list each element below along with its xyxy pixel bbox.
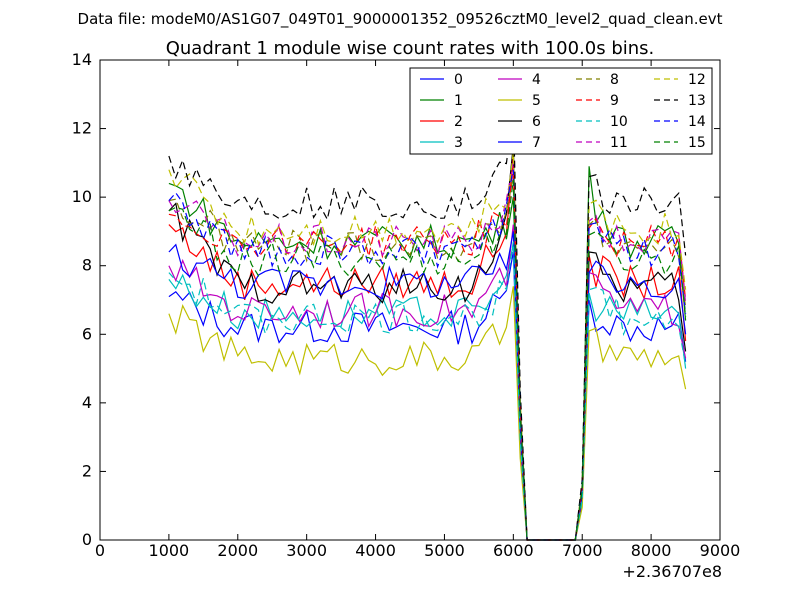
series-line-13 — [168, 107, 687, 541]
series-layer — [168, 107, 687, 541]
legend-label-3: 3 — [454, 135, 463, 151]
legend-label-10: 10 — [610, 114, 628, 130]
series-line-12 — [168, 152, 687, 541]
series-line-5 — [168, 286, 687, 541]
y-tick-label: 10 — [72, 187, 92, 206]
series-line-0 — [168, 251, 687, 541]
x-tick-label: 9000 — [700, 541, 741, 560]
x-tick-label: 0 — [95, 541, 105, 560]
series-line-15 — [168, 179, 687, 541]
data-file-label: Data file: modeM0/AS1G07_049T01_90000013… — [78, 10, 723, 29]
series-line-1 — [168, 166, 687, 541]
x-tick-label: 6000 — [493, 541, 534, 560]
series-line-14 — [168, 169, 687, 541]
legend-label-11: 11 — [610, 135, 628, 151]
legend-label-0: 0 — [454, 72, 463, 88]
series-line-3 — [168, 244, 687, 541]
x-tick-label: 1000 — [149, 541, 190, 560]
legend-label-4: 4 — [532, 72, 541, 88]
y-tick-label: 6 — [82, 324, 92, 343]
x-tick-label: 3000 — [286, 541, 327, 560]
legend-label-7: 7 — [532, 135, 541, 151]
x-tick-label: 4000 — [355, 541, 396, 560]
y-tick-label: 12 — [72, 119, 92, 138]
y-tick-label: 0 — [82, 530, 92, 549]
series-line-6 — [168, 145, 687, 541]
legend-label-15: 15 — [688, 135, 706, 151]
legend-label-12: 12 — [688, 72, 706, 88]
y-tick-label: 4 — [82, 393, 92, 412]
x-tick-label: 7000 — [562, 541, 603, 560]
chart-title: Quadrant 1 module wise count rates with … — [166, 38, 655, 59]
plot-area-frame — [99, 59, 721, 541]
x-tick-label: 2000 — [217, 541, 258, 560]
legend-label-5: 5 — [532, 93, 541, 109]
series-line-10 — [168, 241, 687, 541]
y-tick-label: 14 — [72, 50, 92, 69]
series-line-9 — [168, 166, 687, 541]
series-line-4 — [168, 224, 687, 541]
legend-label-8: 8 — [610, 72, 619, 88]
legend-box — [409, 67, 713, 155]
axis-ticks: 0 1000 2000 3000 4000 5000 6000 7000 8000 9000 0 2 4… — [72, 50, 741, 560]
legend-label-6: 6 — [532, 114, 541, 130]
x-tick-label: 5000 — [424, 541, 465, 560]
legend-label-2: 2 — [454, 114, 463, 130]
y-tick-label: 2 — [82, 461, 92, 480]
legend-label-9: 9 — [610, 93, 619, 109]
legend-label-1: 1 — [454, 93, 463, 109]
legend-label-14: 14 — [688, 114, 706, 130]
x-axis-offset-label: +2.36707e8 — [622, 562, 722, 581]
legend-label-13: 13 — [688, 93, 706, 109]
series-line-11 — [168, 162, 687, 541]
x-tick-label: 8000 — [631, 541, 672, 560]
y-tick-label: 8 — [82, 256, 92, 275]
series-line-7 — [168, 231, 687, 541]
